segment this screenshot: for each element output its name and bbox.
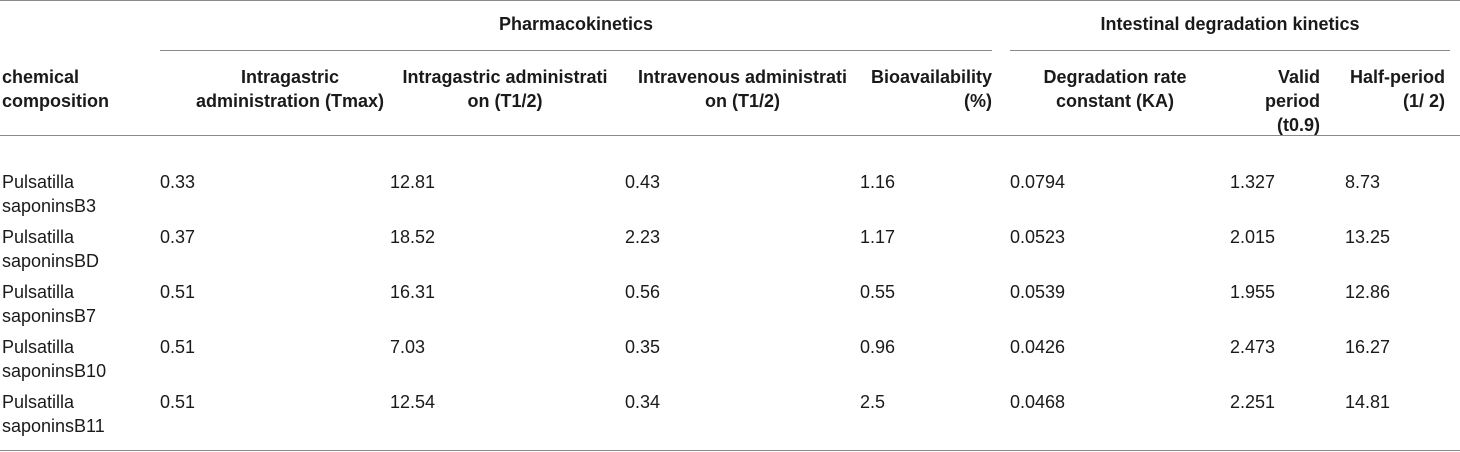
cell-composition: Pulsatilla saponinsB7 xyxy=(2,282,97,326)
group-header-pharmacokinetics: Pharmacokinetics xyxy=(498,14,654,34)
cell-ka: 0.0539 xyxy=(1010,282,1066,302)
cell-composition: Pulsatilla saponinsB11 xyxy=(2,392,105,436)
cell-tmax: 0.51 xyxy=(160,337,196,357)
col-header-ig-t12: Intragastric administrati on (T1/2) xyxy=(402,67,608,111)
col-header-tmax: Intragastric administration (Tmax) xyxy=(195,67,385,111)
cell-ig-t12: 12.54 xyxy=(390,392,436,412)
cell-bioavailability: 1.17 xyxy=(860,227,896,247)
cell-half: 8.73 xyxy=(1345,172,1381,192)
cell-bioavailability: 1.16 xyxy=(860,172,896,192)
cell-bioavailability: 0.55 xyxy=(860,282,896,302)
cell-ka: 0.0794 xyxy=(1010,172,1066,192)
group-underline-pharmacokinetics xyxy=(160,50,992,51)
cell-composition: Pulsatilla saponinsBD xyxy=(2,227,100,271)
cell-valid: 1.327 xyxy=(1230,172,1276,192)
table-row: Pulsatilla saponinsB11 0.51 12.54 0.34 2… xyxy=(0,390,1460,452)
cell-ig-t12: 7.03 xyxy=(390,337,426,357)
cell-ig-t12: 12.81 xyxy=(390,172,436,192)
cell-tmax: 0.51 xyxy=(160,282,196,302)
cell-ig-t12: 18.52 xyxy=(390,227,436,247)
header-bottom-rule xyxy=(0,135,1460,136)
table-top-rule xyxy=(0,0,1460,1)
col-header-iv-t12: Intravenous administrati on (T1/2) xyxy=(637,67,848,111)
cell-iv-t12: 2.23 xyxy=(625,227,661,247)
cell-ka: 0.0468 xyxy=(1010,392,1066,412)
group-header-intestinal: Intestinal degradation kinetics xyxy=(1100,14,1360,34)
cell-tmax: 0.37 xyxy=(160,227,196,247)
table-row: Pulsatilla saponinsB3 0.33 12.81 0.43 1.… xyxy=(0,170,1460,232)
table-row: Pulsatilla saponinsB7 0.51 16.31 0.56 0.… xyxy=(0,280,1460,342)
table-row: Pulsatilla saponinsB10 0.51 7.03 0.35 0.… xyxy=(0,335,1460,397)
cell-valid: 2.251 xyxy=(1230,392,1276,412)
cell-tmax: 0.51 xyxy=(160,392,196,412)
cell-ka: 0.0523 xyxy=(1010,227,1066,247)
cell-iv-t12: 0.34 xyxy=(625,392,661,412)
cell-valid: 2.015 xyxy=(1230,227,1276,247)
cell-half: 16.27 xyxy=(1345,337,1391,357)
col-header-half: Half-period (1/ 2) xyxy=(1349,67,1445,111)
cell-composition: Pulsatilla saponinsB3 xyxy=(2,172,97,216)
group-underline-intestinal xyxy=(1010,50,1450,51)
cell-bioavailability: 2.5 xyxy=(860,392,886,412)
cell-half: 12.86 xyxy=(1345,282,1391,302)
cell-half: 14.81 xyxy=(1345,392,1391,412)
col-header-bioavailability: Bioavailability (%) xyxy=(870,67,992,111)
cell-valid: 1.955 xyxy=(1230,282,1276,302)
cell-bioavailability: 0.96 xyxy=(860,337,896,357)
col-header-composition: chemical composition xyxy=(2,67,109,111)
cell-iv-t12: 0.43 xyxy=(625,172,661,192)
cell-iv-t12: 0.35 xyxy=(625,337,661,357)
cell-ig-t12: 16.31 xyxy=(390,282,436,302)
col-header-valid: Valid period (t0.9) xyxy=(1264,67,1320,135)
cell-iv-t12: 0.56 xyxy=(625,282,661,302)
table-bottom-rule xyxy=(0,450,1460,451)
cell-ka: 0.0426 xyxy=(1010,337,1066,357)
cell-valid: 2.473 xyxy=(1230,337,1276,357)
col-header-ka: Degradation rate constant (KA) xyxy=(1043,67,1187,111)
cell-composition: Pulsatilla saponinsB10 xyxy=(2,337,107,381)
table-row: Pulsatilla saponinsBD 0.37 18.52 2.23 1.… xyxy=(0,225,1460,287)
cell-half: 13.25 xyxy=(1345,227,1391,247)
cell-tmax: 0.33 xyxy=(160,172,196,192)
